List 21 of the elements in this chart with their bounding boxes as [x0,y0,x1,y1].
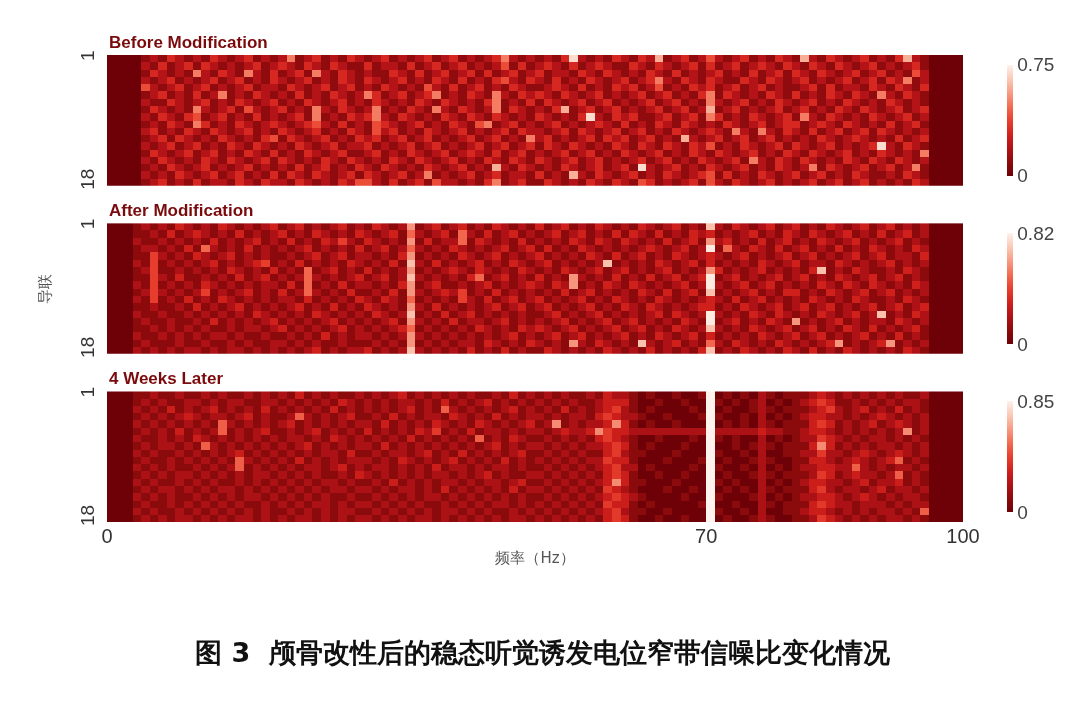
chart-title: Before Modification [109,33,268,52]
color-bar-label: 0 [1017,501,1028,523]
color-bar-label: 0.75 [1017,54,1055,76]
y-axis-title: 导联 [36,273,55,304]
color-bar-label: 0 [1017,165,1028,187]
y-tick-label: 18 [77,504,99,527]
y-tick-label: 1 [77,50,99,62]
x-tick-label: 0 [101,525,113,547]
caption: 图 3 颅骨改性后的稳态听觉诱发电位窄带信噪比变化情况 [195,637,891,668]
chart-title: 4 Weeks Later [109,369,224,388]
y-tick-label: 1 [77,218,99,230]
color-bar-label: 0.82 [1017,222,1055,244]
x-tick-label: 100 [946,525,980,547]
y-tick-label: 18 [77,168,99,190]
x-tick-label: 70 [695,525,718,547]
x-axis-title: 频率（Hz） [495,549,575,567]
y-tick-label: 1 [77,386,99,398]
color-bar-label: 0 [1017,333,1028,355]
y-tick-label: 18 [77,336,99,358]
color-bar-label: 0.85 [1017,390,1055,412]
chart-title: After Modification [109,201,254,220]
